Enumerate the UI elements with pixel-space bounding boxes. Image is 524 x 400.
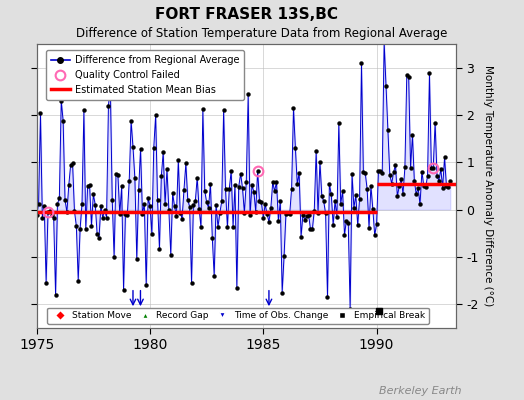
Text: Difference of Station Temperature Data from Regional Average: Difference of Station Temperature Data f… — [77, 28, 447, 40]
Title: FORT FRASER 13S,BC: FORT FRASER 13S,BC — [155, 7, 338, 22]
Y-axis label: Monthly Temperature Anomaly Difference (°C): Monthly Temperature Anomaly Difference (… — [483, 65, 493, 307]
Text: Berkeley Earth: Berkeley Earth — [379, 386, 461, 396]
Legend: Station Move, Record Gap, Time of Obs. Change, Empirical Break: Station Move, Record Gap, Time of Obs. C… — [47, 308, 429, 324]
